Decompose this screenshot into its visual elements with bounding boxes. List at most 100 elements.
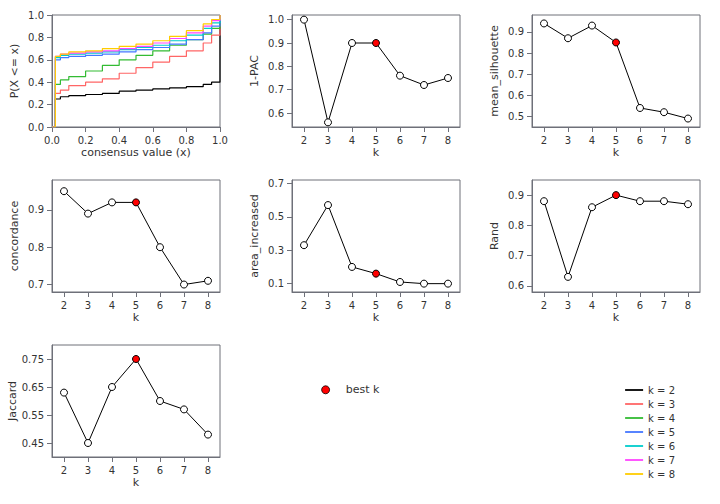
svg-text:0.2: 0.2 (78, 135, 94, 146)
svg-text:0.0: 0.0 (28, 122, 44, 133)
svg-text:8: 8 (685, 300, 691, 311)
svg-text:concordance: concordance (8, 201, 21, 272)
svg-text:k = 6: k = 6 (648, 441, 675, 452)
svg-text:0.9: 0.9 (508, 190, 524, 201)
svg-text:0.2: 0.2 (28, 99, 44, 110)
svg-text:0.7: 0.7 (28, 279, 44, 290)
svg-text:0.8: 0.8 (28, 242, 44, 253)
svg-text:Rand: Rand (488, 222, 501, 250)
svg-text:5: 5 (133, 465, 139, 476)
svg-text:8: 8 (205, 300, 211, 311)
svg-text:2: 2 (541, 300, 547, 311)
svg-text:Jaccard: Jaccard (6, 381, 19, 422)
svg-text:1.0: 1.0 (212, 135, 228, 146)
svg-text:4: 4 (109, 465, 115, 476)
svg-text:consensus value (x): consensus value (x) (81, 146, 191, 159)
svg-text:4: 4 (589, 300, 595, 311)
svg-text:0.6: 0.6 (145, 135, 161, 146)
svg-text:8: 8 (685, 135, 691, 146)
svg-text:6: 6 (637, 300, 643, 311)
svg-text:4: 4 (109, 300, 115, 311)
svg-text:0.7: 0.7 (268, 84, 284, 95)
svg-text:k = 5: k = 5 (648, 427, 675, 438)
svg-text:4: 4 (349, 300, 355, 311)
svg-text:3: 3 (85, 465, 91, 476)
svg-text:0.8: 0.8 (28, 32, 44, 43)
svg-text:k = 8: k = 8 (648, 469, 675, 480)
svg-text:k: k (613, 146, 620, 159)
svg-text:7: 7 (661, 135, 667, 146)
svg-text:5: 5 (133, 300, 139, 311)
svg-text:0.3: 0.3 (268, 245, 284, 256)
svg-text:6: 6 (157, 300, 163, 311)
svg-text:k: k (373, 311, 380, 324)
svg-text:3: 3 (565, 300, 571, 311)
svg-text:3: 3 (565, 135, 571, 146)
svg-text:8: 8 (205, 465, 211, 476)
svg-text:0.45: 0.45 (22, 438, 44, 449)
svg-text:0.9: 0.9 (508, 26, 524, 37)
svg-text:4: 4 (349, 135, 355, 146)
svg-text:k = 2: k = 2 (648, 385, 675, 396)
svg-text:0.1: 0.1 (268, 278, 284, 289)
svg-text:k = 7: k = 7 (648, 455, 675, 466)
svg-text:3: 3 (325, 135, 331, 146)
svg-text:7: 7 (661, 300, 667, 311)
svg-text:P(X <= x): P(X <= x) (8, 44, 21, 99)
svg-text:0.0: 0.0 (44, 135, 60, 146)
svg-text:0.5: 0.5 (268, 211, 284, 222)
svg-text:5: 5 (613, 135, 619, 146)
svg-text:k: k (133, 311, 140, 324)
svg-text:5: 5 (613, 300, 619, 311)
svg-text:2: 2 (301, 135, 307, 146)
svg-text:k = 3: k = 3 (648, 399, 675, 410)
svg-text:0.55: 0.55 (22, 410, 44, 421)
svg-text:3: 3 (85, 300, 91, 311)
svg-text:6: 6 (397, 300, 403, 311)
svg-text:0.7: 0.7 (508, 250, 524, 261)
svg-text:1.0: 1.0 (28, 10, 44, 21)
svg-text:4: 4 (589, 135, 595, 146)
svg-text:2: 2 (301, 300, 307, 311)
svg-text:0.6: 0.6 (508, 280, 524, 291)
svg-text:0.6: 0.6 (508, 90, 524, 101)
svg-text:6: 6 (637, 135, 643, 146)
svg-text:6: 6 (157, 465, 163, 476)
svg-text:1.0: 1.0 (268, 14, 284, 25)
svg-text:0.4: 0.4 (28, 77, 44, 88)
svg-text:7: 7 (181, 465, 187, 476)
svg-text:k: k (373, 146, 380, 159)
svg-text:3: 3 (325, 300, 331, 311)
svg-text:0.5: 0.5 (508, 111, 524, 122)
svg-text:2: 2 (61, 465, 67, 476)
svg-text:7: 7 (421, 135, 427, 146)
svg-text:0.9: 0.9 (28, 204, 44, 215)
svg-text:0.75: 0.75 (22, 354, 44, 365)
svg-text:0.7: 0.7 (508, 69, 524, 80)
svg-text:0.9: 0.9 (268, 38, 284, 49)
svg-text:6: 6 (397, 135, 403, 146)
svg-text:5: 5 (373, 300, 379, 311)
svg-text:0.4: 0.4 (111, 135, 127, 146)
svg-text:k: k (133, 476, 140, 489)
svg-text:0.8: 0.8 (508, 48, 524, 59)
svg-text:0.8: 0.8 (178, 135, 194, 146)
svg-text:0.6: 0.6 (28, 54, 44, 65)
svg-text:2: 2 (61, 300, 67, 311)
svg-text:best k: best k (346, 383, 380, 396)
svg-text:2: 2 (541, 135, 547, 146)
svg-text:0.7: 0.7 (268, 178, 284, 189)
svg-text:8: 8 (445, 300, 451, 311)
svg-text:k: k (613, 311, 620, 324)
svg-text:0.8: 0.8 (268, 61, 284, 72)
svg-text:1-PAC: 1-PAC (248, 55, 261, 87)
svg-text:7: 7 (421, 300, 427, 311)
svg-text:0.8: 0.8 (508, 220, 524, 231)
svg-text:0.65: 0.65 (22, 382, 44, 393)
svg-text:area_increased: area_increased (248, 194, 261, 277)
svg-text:7: 7 (181, 300, 187, 311)
svg-text:mean_silhouette: mean_silhouette (488, 25, 501, 117)
svg-text:0.6: 0.6 (268, 108, 284, 119)
svg-text:k = 4: k = 4 (648, 413, 675, 424)
svg-text:8: 8 (445, 135, 451, 146)
